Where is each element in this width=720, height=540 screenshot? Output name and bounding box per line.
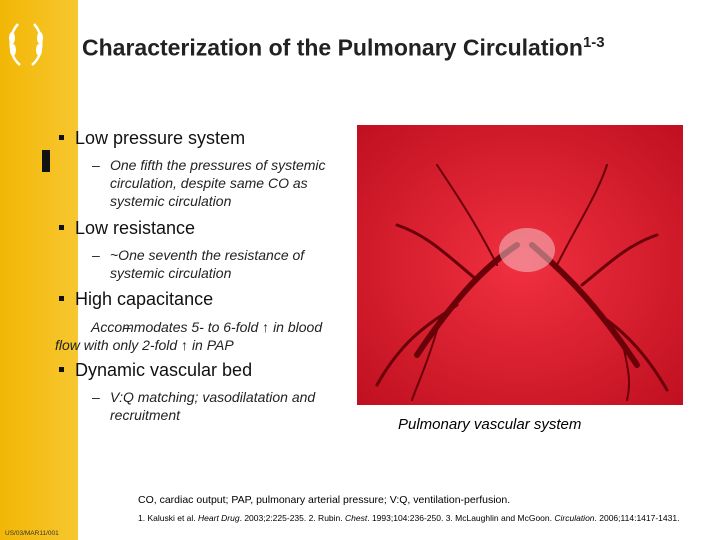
ref-citation: . 2003;2:225-235. — [239, 513, 309, 523]
ref-journal: Chest — [345, 513, 368, 523]
ref-lead: 1. Kaluski et al. — [138, 513, 199, 523]
document-code: US/03/MAR11/001 — [5, 530, 59, 537]
bullet: Dynamic vascular bed — [58, 360, 253, 380]
bullet: High capacitance — [58, 289, 214, 309]
gold-strip — [0, 0, 78, 540]
ref-citation: . 1993;104:236-250. — [367, 513, 446, 523]
xray-image — [357, 125, 683, 405]
ref-lead: 3. McLaughlin and McGoon. — [445, 513, 555, 523]
sub-bullet: ~One seventh the resistance of systemic … — [92, 246, 360, 282]
marker-bar — [42, 150, 50, 172]
ref-lead: 2. Rubin. — [308, 513, 345, 523]
image-caption: Pulmonary vascular system — [398, 416, 582, 433]
ref-citation: . 2006;114:1417-1431. — [594, 513, 680, 523]
dash: – — [123, 319, 131, 335]
sub-bullet: V:Q matching; vasodilatation and recruit… — [92, 388, 360, 424]
sub-bullet-text: Accommodates 5- to 6-fold ↑ in blood flo… — [55, 319, 323, 353]
sub-bullet: – Accommodates 5- to 6-fold ↑ in blood fl… — [55, 318, 345, 354]
abbreviations: CO, cardiac output; PAP, pulmonary arter… — [138, 494, 511, 506]
bullet: Low resistance — [58, 218, 196, 238]
title-superscript: 1-3 — [582, 34, 605, 51]
ref-journal: Heart Drug — [198, 513, 240, 523]
laurel-logo — [9, 23, 43, 66]
references: 1. Kaluski et al. Heart Drug. 2003;2:225… — [138, 512, 698, 525]
ref-journal: Circulation — [554, 513, 595, 523]
title: Characterization of the Pulmonary Circul… — [82, 34, 605, 62]
sub-bullet: One fifth the pressures of systemic circ… — [92, 156, 360, 210]
bullet: Low pressure system — [58, 128, 246, 148]
title-text: Characterization of the Pulmonary Circul… — [82, 34, 583, 61]
